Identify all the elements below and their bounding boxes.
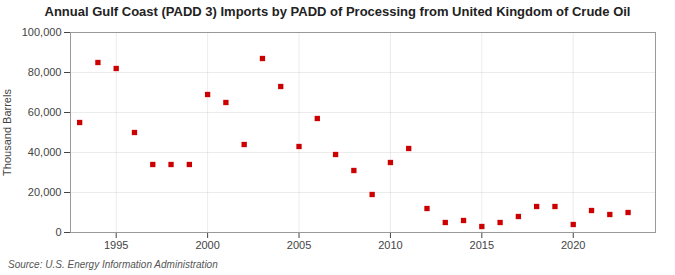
- svg-text:2015: 2015: [470, 239, 494, 251]
- html-text:Annual Gulf Coast (PADD 3) Imp: Annual Gulf Coast (PADD 3) Imports by PA…: [44, 4, 631, 19]
- svg-text:2020: 2020: [561, 239, 585, 251]
- svg-text:40,000: 40,000: [28, 146, 62, 158]
- svg-text:80,000: 80,000: [28, 66, 62, 78]
- svg-text:0: 0: [55, 226, 61, 238]
- svg-text:2005: 2005: [287, 239, 311, 251]
- svg-text:2010: 2010: [378, 239, 402, 251]
- svg-text:Thousand Barrels: Thousand Barrels: [1, 89, 13, 176]
- svg-text:2000: 2000: [195, 239, 219, 251]
- svg-text:100,000: 100,000: [22, 26, 62, 38]
- svg-text:1995: 1995: [104, 239, 128, 251]
- svg-text:60,000: 60,000: [28, 106, 62, 118]
- html-text:Source: U.S. Energy Informatio: Source: U.S. Energy Information Administ…: [8, 259, 218, 270]
- svg-text:20,000: 20,000: [28, 186, 62, 198]
